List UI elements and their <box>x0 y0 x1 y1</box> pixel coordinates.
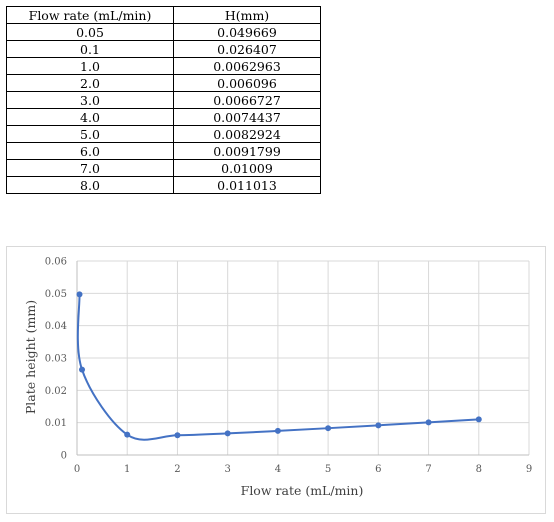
data-point <box>79 366 86 373</box>
x-tick-label: 2 <box>174 464 180 475</box>
y-tick-label: 0.01 <box>45 418 67 429</box>
y-tick-label: 0.04 <box>45 321 67 332</box>
cell-flow-rate: 0.1 <box>6 40 174 58</box>
y-tick-label: 0.05 <box>45 289 67 300</box>
table-row: 4.0 0.0074437 <box>6 108 321 126</box>
cell-height: 0.011013 <box>173 176 321 194</box>
x-tick-label: 0 <box>74 464 80 475</box>
data-point <box>375 422 382 429</box>
cell-height: 0.0082924 <box>173 125 321 143</box>
data-point <box>224 430 231 437</box>
y-tick-label: 0.03 <box>45 354 67 365</box>
data-point <box>425 419 432 426</box>
cell-height: 0.026407 <box>173 40 321 58</box>
data-point <box>475 416 482 423</box>
table-row: 5.0 0.0082924 <box>6 125 321 143</box>
tick-labels: 0 0.01 0.02 0.03 0.04 0.05 0.06 0 1 2 3 4 5 6 7 8 9 <box>45 257 532 476</box>
x-tick-label: 7 <box>425 464 431 475</box>
data-points <box>76 291 482 439</box>
y-tick-label: 0.02 <box>45 386 67 397</box>
x-tick-label: 4 <box>275 464 281 475</box>
cell-flow-rate: 2.0 <box>6 74 174 92</box>
table-row: 3.0 0.0066727 <box>6 91 321 109</box>
cell-flow-rate: 7.0 <box>6 159 174 177</box>
table-row: 0.05 0.049669 <box>6 23 321 41</box>
cell-height: 0.0066727 <box>173 91 321 109</box>
smoothed-series-line <box>76 294 479 441</box>
cell-flow-rate: 0.05 <box>6 23 174 41</box>
table-row: 2.0 0.006096 <box>6 74 321 92</box>
table-row: 1.0 0.0062963 <box>6 57 321 75</box>
cell-flow-rate: 6.0 <box>6 142 174 160</box>
x-axis-title: Flow rate (mL/min) <box>241 483 364 498</box>
table-row: 8.0 0.011013 <box>6 176 321 194</box>
chart-area: 0 0.01 0.02 0.03 0.04 0.05 0.06 0 1 2 3 4 5 6 7 8 9 Flow… <box>6 246 546 514</box>
x-tick-label: 9 <box>526 464 532 475</box>
cell-flow-rate: 8.0 <box>6 176 174 194</box>
cell-flow-rate: 4.0 <box>6 108 174 126</box>
cell-flow-rate: 5.0 <box>6 125 174 143</box>
header-plate-height: H(mm) <box>173 6 321 24</box>
x-tick-label: 5 <box>325 464 331 475</box>
x-tick-label: 6 <box>375 464 381 475</box>
plate-height-chart: 0 0.01 0.02 0.03 0.04 0.05 0.06 0 1 2 3 4 5 6 7 8 9 Flow… <box>23 257 532 499</box>
y-tick-label: 0.06 <box>45 257 67 268</box>
data-point <box>76 291 83 298</box>
cell-height: 0.0091799 <box>173 142 321 160</box>
y-axis-title: Plate height (mm) <box>23 300 38 414</box>
table-row: 6.0 0.0091799 <box>6 142 321 160</box>
data-point <box>124 431 131 438</box>
data-point <box>274 427 281 434</box>
cell-height: 0.01009 <box>173 159 321 177</box>
table-header-row: Flow rate (mL/min) H(mm) <box>6 6 321 24</box>
gridlines <box>77 260 530 455</box>
y-tick-label: 0 <box>61 451 67 462</box>
table-row: 0.1 0.026407 <box>6 40 321 58</box>
cell-height: 0.0062963 <box>173 57 321 75</box>
x-tick-label: 8 <box>476 464 482 475</box>
cell-flow-rate: 1.0 <box>6 57 174 75</box>
data-point <box>174 432 181 439</box>
x-tick-label: 3 <box>224 464 230 475</box>
cell-height: 0.0074437 <box>173 108 321 126</box>
cell-height: 0.049669 <box>173 23 321 41</box>
data-point <box>325 425 332 432</box>
table-row: 7.0 0.01009 <box>6 159 321 177</box>
data-table: Flow rate (mL/min) H(mm) 0.05 0.049669 0.… <box>6 6 321 194</box>
x-tick-label: 1 <box>124 464 130 475</box>
cell-height: 0.006096 <box>173 74 321 92</box>
header-flow-rate: Flow rate (mL/min) <box>6 6 174 24</box>
cell-flow-rate: 3.0 <box>6 91 174 109</box>
